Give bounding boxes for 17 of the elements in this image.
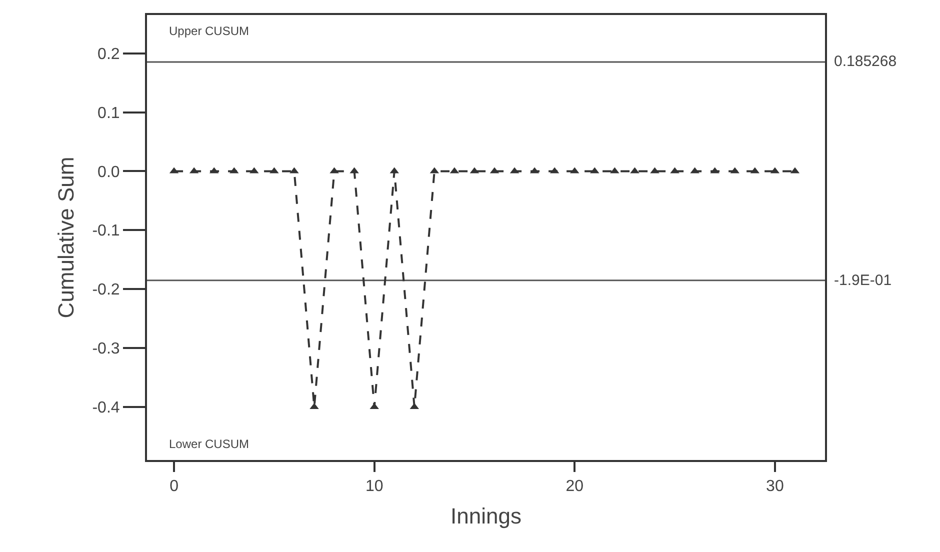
x-tick-label: 10 [365,478,384,496]
y-tick-label: 0.0 [98,164,120,181]
annotation: Lower CUSUM [169,437,250,451]
x-axis-title: Innings [450,504,522,529]
y-tick-label: -0.1 [92,222,120,240]
annotation: Upper CUSUM [169,24,250,38]
y-tick-label: 0.2 [98,46,120,63]
x-tick-label: 0 [170,478,179,496]
y-tick-label: 0.1 [98,104,120,122]
y-tick-label: -0.4 [92,400,120,417]
y-tick-label: -0.2 [92,282,120,299]
x-tick-label: 20 [566,478,584,496]
x-tick-label: 30 [766,478,784,496]
ref-line-label: -1.9E-01 [834,272,892,289]
y-tick-label: -0.3 [92,340,120,358]
ref-line-label: 0.185268 [834,53,897,70]
y-axis-title: Cumulative Sum [54,156,79,318]
